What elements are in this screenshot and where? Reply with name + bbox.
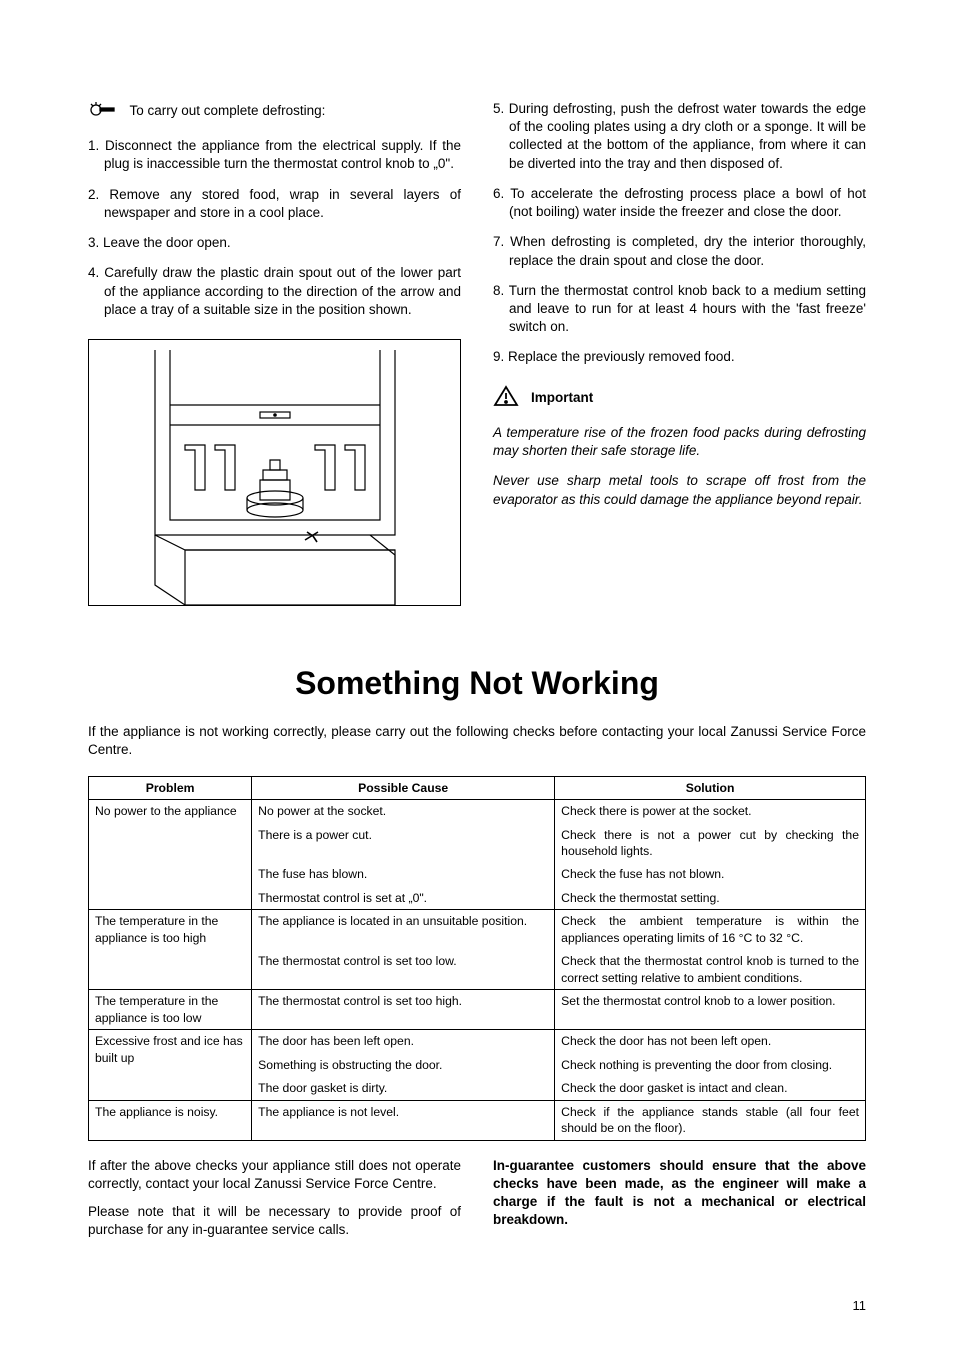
solution-cell: Check the ambient temperature is within … [555, 910, 866, 950]
cause-cell: There is a power cut. [252, 823, 555, 863]
step-9: 9. Replace the previously removed food. [493, 348, 866, 366]
bottom-left: If after the above checks your appliance… [88, 1157, 461, 1250]
table-row: No power to the applianceNo power at the… [89, 800, 866, 823]
solution-cell: Check there is power at the socket. [555, 800, 866, 823]
warning-triangle-icon [493, 385, 519, 412]
step-3: 3. Leave the door open. [88, 234, 461, 252]
solution-cell: Set the thermostat control knob to a low… [555, 990, 866, 1030]
problem-cell: The temperature in the appliance is too … [89, 990, 252, 1030]
solution-cell: Check the door gasket is intact and clea… [555, 1077, 866, 1100]
cause-cell: Thermostat control is set at „0". [252, 886, 555, 909]
cause-cell: The appliance is not level. [252, 1100, 555, 1140]
col-problem: Problem [89, 776, 252, 799]
table-row: The appliance is noisy.The appliance is … [89, 1100, 866, 1140]
step-4: 4. Carefully draw the plastic drain spou… [88, 264, 461, 319]
important-note-2: Never use sharp metal tools to scrape of… [493, 472, 866, 508]
bottom-right: In-guarantee customers should ensure tha… [493, 1157, 866, 1250]
troubleshooting-table: Problem Possible Cause Solution No power… [88, 776, 866, 1141]
step-2: 2. Remove any stored food, wrap in sever… [88, 186, 461, 222]
right-column: 5. During defrosting, push the defrost w… [493, 100, 866, 606]
solution-cell: Check the thermostat setting. [555, 886, 866, 909]
solution-cell: Check the door has not been left open. [555, 1030, 866, 1053]
hand-pointer-icon [88, 100, 118, 123]
problem-cell: The temperature in the appliance is too … [89, 910, 252, 990]
cause-cell: The fuse has blown. [252, 863, 555, 886]
table-row: The temperature in the appliance is too … [89, 990, 866, 1030]
cause-cell: The appliance is located in an unsuitabl… [252, 910, 555, 950]
proof-of-purchase-note: Please note that it will be necessary to… [88, 1203, 461, 1239]
cause-cell: The thermostat control is set too high. [252, 990, 555, 1030]
problem-cell: The appliance is noisy. [89, 1100, 252, 1140]
top-columns: To carry out complete defrosting: 1. Dis… [88, 100, 866, 606]
in-guarantee-note: In-guarantee customers should ensure tha… [493, 1157, 866, 1230]
intro-row: To carry out complete defrosting: [88, 100, 461, 123]
step-8: 8. Turn the thermostat control knob back… [493, 282, 866, 337]
drain-spout-figure [88, 339, 461, 606]
solution-cell: Check there is not a power cut by checki… [555, 823, 866, 863]
col-solution: Solution [555, 776, 866, 799]
col-cause: Possible Cause [252, 776, 555, 799]
left-column: To carry out complete defrosting: 1. Dis… [88, 100, 461, 606]
section-title: Something Not Working [88, 662, 866, 705]
left-steps: 1. Disconnect the appliance from the ele… [88, 137, 461, 319]
problem-cell: Excessive frost and ice has built up [89, 1030, 252, 1100]
table-row: The temperature in the appliance is too … [89, 910, 866, 950]
cause-cell: The door gasket is dirty. [252, 1077, 555, 1100]
right-steps: 5. During defrosting, push the defrost w… [493, 100, 866, 367]
important-label: Important [531, 389, 593, 407]
table-row: Excessive frost and ice has built upThe … [89, 1030, 866, 1053]
bottom-columns: If after the above checks your appliance… [88, 1157, 866, 1250]
problem-cell: No power to the appliance [89, 800, 252, 910]
cause-cell: The thermostat control is set too low. [252, 950, 555, 990]
step-7: 7. When defrosting is completed, dry the… [493, 233, 866, 269]
solution-cell: Check that the thermostat control knob i… [555, 950, 866, 990]
step-6: 6. To accelerate the defrosting process … [493, 185, 866, 221]
step-1: 1. Disconnect the appliance from the ele… [88, 137, 461, 173]
after-checks-note: If after the above checks your appliance… [88, 1157, 461, 1193]
table-header-row: Problem Possible Cause Solution [89, 776, 866, 799]
cause-cell: Something is obstructing the door. [252, 1053, 555, 1076]
solution-cell: Check nothing is preventing the door fro… [555, 1053, 866, 1076]
step-5: 5. During defrosting, push the defrost w… [493, 100, 866, 173]
section-intro: If the appliance is not working correctl… [88, 723, 866, 759]
solution-cell: Check the fuse has not blown. [555, 863, 866, 886]
page-number: 11 [88, 1297, 866, 1315]
important-heading: Important [493, 385, 866, 412]
solution-cell: Check if the appliance stands stable (al… [555, 1100, 866, 1140]
cause-cell: No power at the socket. [252, 800, 555, 823]
intro-text: To carry out complete defrosting: [130, 103, 326, 118]
important-note-1: A temperature rise of the frozen food pa… [493, 424, 866, 460]
cause-cell: The door has been left open. [252, 1030, 555, 1053]
